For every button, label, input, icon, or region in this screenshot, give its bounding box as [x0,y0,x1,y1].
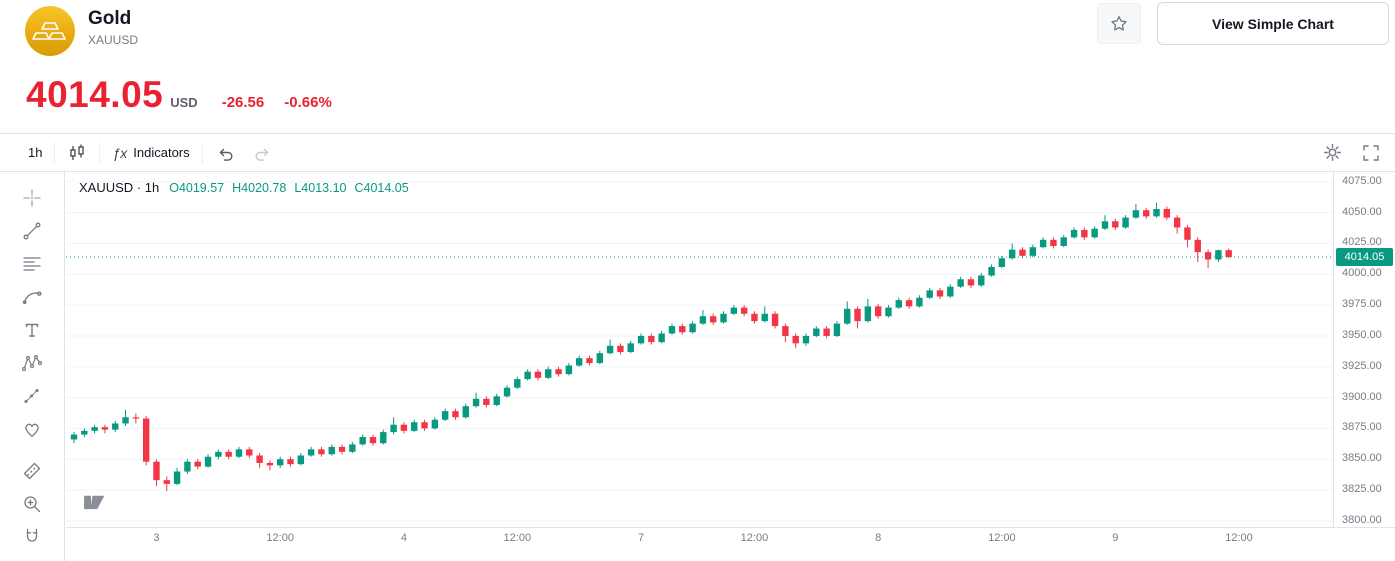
xabcd-pattern-icon [21,352,43,374]
horizontal-lines-icon [21,253,43,275]
page-title: Gold [88,8,132,29]
time-tick-label: 12:00 [266,532,294,544]
fx-icon: ƒx [112,144,128,161]
brush-icon [21,286,43,308]
favorite-button[interactable] [1097,3,1141,44]
trend-line-icon [21,220,43,242]
legend-symbol: XAUUSD · 1h [79,180,160,195]
crosshair-tool[interactable] [13,182,51,214]
indicators-label: Indicators [133,145,190,160]
crosshair-icon [21,187,43,209]
legend-close-label: C [354,181,364,195]
ruler-icon [21,460,43,482]
fullscreen-button[interactable] [1361,143,1381,163]
price-tick-label: 3925.00 [1342,359,1382,372]
chart-toolbar: 1h ƒx Indicators [0,133,1395,172]
legend-open-label: O [169,181,179,195]
price-tick-label: 3950.00 [1342,328,1382,341]
gear-icon [1322,142,1343,163]
ruler-tool[interactable] [13,455,51,487]
legend-low-value: 4013.10 [301,181,347,195]
text-icon [21,319,43,341]
legend-high-label: H [232,181,242,195]
price-tick-label: 3850.00 [1342,452,1382,465]
indicators-button[interactable]: ƒx Indicators [112,145,189,161]
price-tick-label: 4075.00 [1342,174,1382,187]
view-simple-chart-button[interactable]: View Simple Chart [1157,2,1389,45]
forecast-tool[interactable] [13,380,51,412]
price-tick-label: 3825.00 [1342,483,1382,496]
zoom-in-tool[interactable] [13,488,51,520]
time-tick-label: 12:00 [740,532,769,544]
candlestick-svg [66,181,1333,522]
undo-icon [215,143,235,163]
price-tick-label: 3800.00 [1342,513,1382,526]
currency-label: USD [170,95,198,110]
time-tick-label: 3 [153,532,160,544]
quote-row: 4014.05 USD -26.56 -0.66% [26,74,332,116]
text-tool[interactable] [13,314,51,346]
star-icon [1108,13,1130,35]
redo-button[interactable] [253,143,273,163]
forecast-icon [21,385,43,407]
price-value: 4014.05 [26,74,164,115]
settings-button[interactable] [1322,142,1343,163]
magnet-icon [21,526,43,548]
zoom-in-icon [21,493,43,515]
time-tick-label: 9 [1112,532,1119,544]
price-change: -26.56 [221,94,265,111]
fullscreen-icon [1361,143,1381,163]
price-tick-label: 3875.00 [1342,421,1382,434]
legend-low-label: L [294,181,302,195]
price-tick-label: 4000.00 [1342,267,1382,280]
time-tick-label: 12:00 [988,532,1016,544]
time-axis[interactable]: 3 12:00 4 12:00 7 12:00 8 12:00 9 12:00 [66,527,1395,548]
legend-close-value: 4014.05 [363,181,409,195]
symbol-subtitle: XAUUSD [88,33,139,47]
toolbar-separator [99,141,101,164]
horizontal-lines-tool[interactable] [13,248,51,280]
redo-icon [253,143,273,163]
chart-legend[interactable]: XAUUSD · 1h O4019.57 H4020.78 L4013.10 C… [79,180,409,195]
interval-button[interactable]: 1h [28,145,43,160]
price-axis[interactable]: 4014.05 4075.00 4050.00 4025.00 4000.00 3975… [1333,172,1395,527]
time-tick-label: 4 [400,532,407,544]
time-tick-label: 8 [875,532,882,544]
emoji-tool[interactable] [13,413,51,445]
tradingview-logo-icon[interactable] [82,490,106,519]
price-change-percent: -0.66% [284,94,332,111]
drawing-tools-sidebar [0,172,65,561]
price-tick-label: 3900.00 [1342,390,1382,403]
toolbar-separator [201,141,203,164]
last-price-badge: 4014.05 [1336,247,1393,266]
legend-open-value: 4019.57 [178,181,225,195]
xabcd-pattern-tool[interactable] [13,347,51,379]
brush-tool[interactable] [13,281,51,313]
price-tick-label: 4050.00 [1342,205,1382,218]
legend-high-value: 4020.78 [241,181,287,195]
price-tick-label: 3975.00 [1342,298,1382,311]
chart-style-button[interactable] [67,143,87,163]
trend-line-tool[interactable] [13,215,51,247]
time-tick-label: 12:00 [1225,532,1253,544]
chart-plot[interactable]: XAUUSD · 1h O4019.57 H4020.78 L4013.10 C… [66,172,1333,527]
heart-icon [21,418,43,440]
magnet-tool[interactable] [13,521,51,553]
undo-button[interactable] [215,143,235,163]
legend-ohlc: O4019.57 H4020.78 L4013.10 C4014.05 [169,181,409,195]
toolbar-separator [54,141,56,164]
price-tick-label: 4025.00 [1342,236,1382,249]
time-tick-label: 12:00 [503,532,532,544]
gold-ingots-icon [25,6,75,56]
candlestick-icon [67,143,87,163]
time-tick-label: 7 [637,532,645,544]
